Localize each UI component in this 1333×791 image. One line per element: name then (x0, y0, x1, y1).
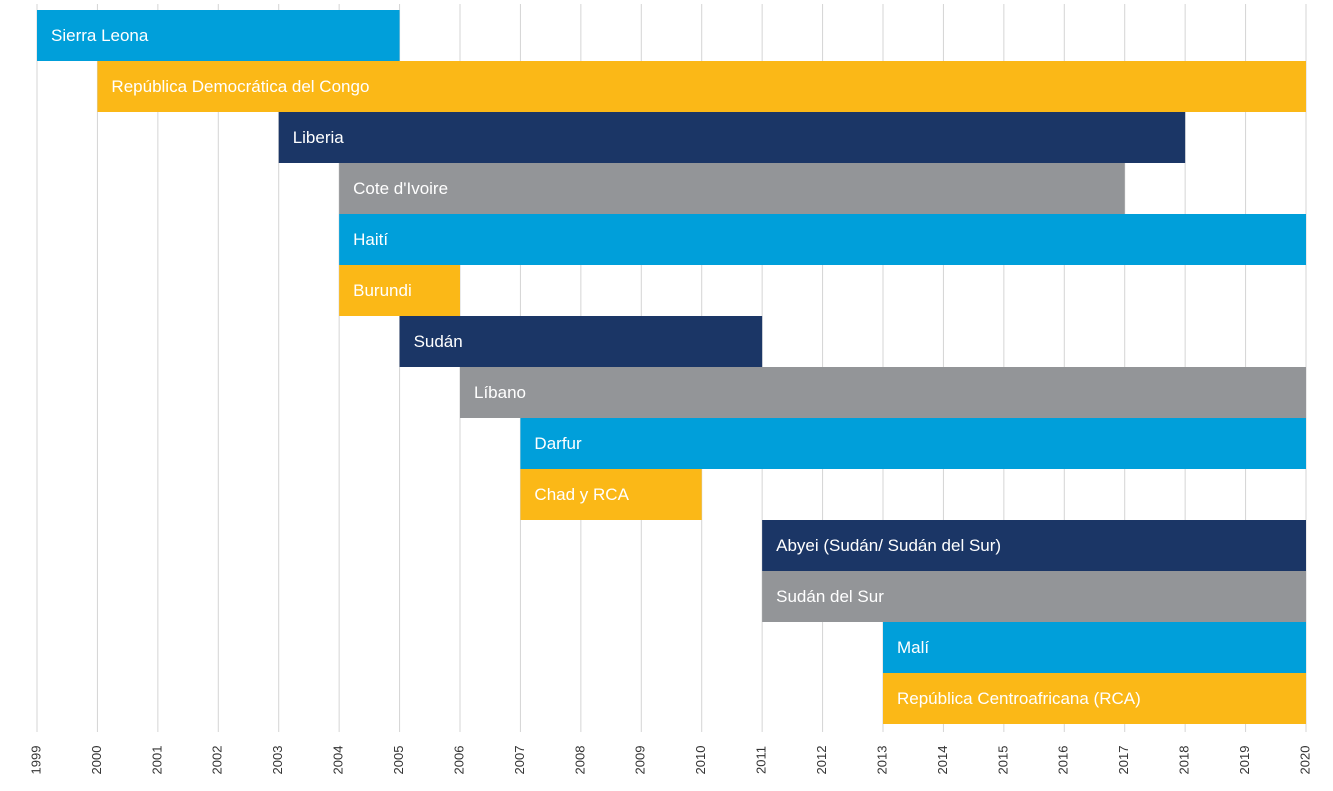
bar-label: Burundi (353, 281, 412, 300)
bar (460, 367, 1306, 418)
x-tick-label: 2006 (451, 746, 466, 775)
x-tick-label: 2012 (814, 746, 829, 775)
bar (883, 673, 1306, 724)
x-tick-label: 2017 (1116, 746, 1131, 775)
x-tick-label: 2013 (874, 746, 889, 775)
bar-label: Sudán del Sur (776, 587, 884, 606)
x-tick-label: 2016 (1056, 746, 1071, 775)
bar-label: Chad y RCA (534, 485, 629, 504)
bar-label: Darfur (534, 434, 582, 453)
x-tick-label: 2007 (512, 746, 527, 775)
bar-label: Sierra Leona (51, 26, 149, 45)
x-tick-label: 2009 (633, 746, 648, 775)
bar (97, 61, 1306, 112)
bar (339, 265, 460, 316)
bar (520, 418, 1306, 469)
bar-label: República Centroafricana (RCA) (897, 689, 1141, 708)
x-tick-label: 2018 (1177, 746, 1192, 775)
bar (883, 622, 1306, 673)
x-tick-label: 2019 (1237, 746, 1252, 775)
bar-label: Sudán (414, 332, 463, 351)
bar (520, 469, 702, 520)
bar-label: Líbano (474, 383, 526, 402)
bar-label: Liberia (293, 128, 345, 147)
x-tick-label: 2008 (572, 746, 587, 775)
bar-label: Abyei (Sudán/ Sudán del Sur) (776, 536, 1001, 555)
bar (37, 10, 400, 61)
x-tick-label: 1999 (28, 746, 43, 775)
x-tick-label: 2000 (89, 746, 104, 775)
bar-label: República Democrática del Congo (111, 77, 369, 96)
x-tick-label: 2001 (149, 746, 164, 775)
x-tick-label: 2004 (331, 746, 346, 775)
x-tick-label: 2002 (210, 746, 225, 775)
x-tick-label: 2011 (754, 746, 769, 774)
bar (399, 316, 763, 367)
bar (339, 163, 1125, 214)
x-tick-label: 2015 (995, 746, 1010, 775)
bar (762, 571, 1306, 622)
bar-label: Cote d'Ivoire (353, 179, 448, 198)
bar-label: Haití (353, 230, 388, 249)
x-tick-label: 2005 (391, 746, 406, 775)
x-tick-label: 2020 (1297, 746, 1312, 775)
bar (339, 214, 1307, 265)
bar-label: Malí (897, 638, 929, 657)
bar (278, 112, 1186, 163)
x-tick-label: 2010 (693, 746, 708, 775)
x-tick-label: 2014 (935, 746, 950, 775)
bar (762, 520, 1306, 571)
x-tick-label: 2003 (270, 746, 285, 775)
